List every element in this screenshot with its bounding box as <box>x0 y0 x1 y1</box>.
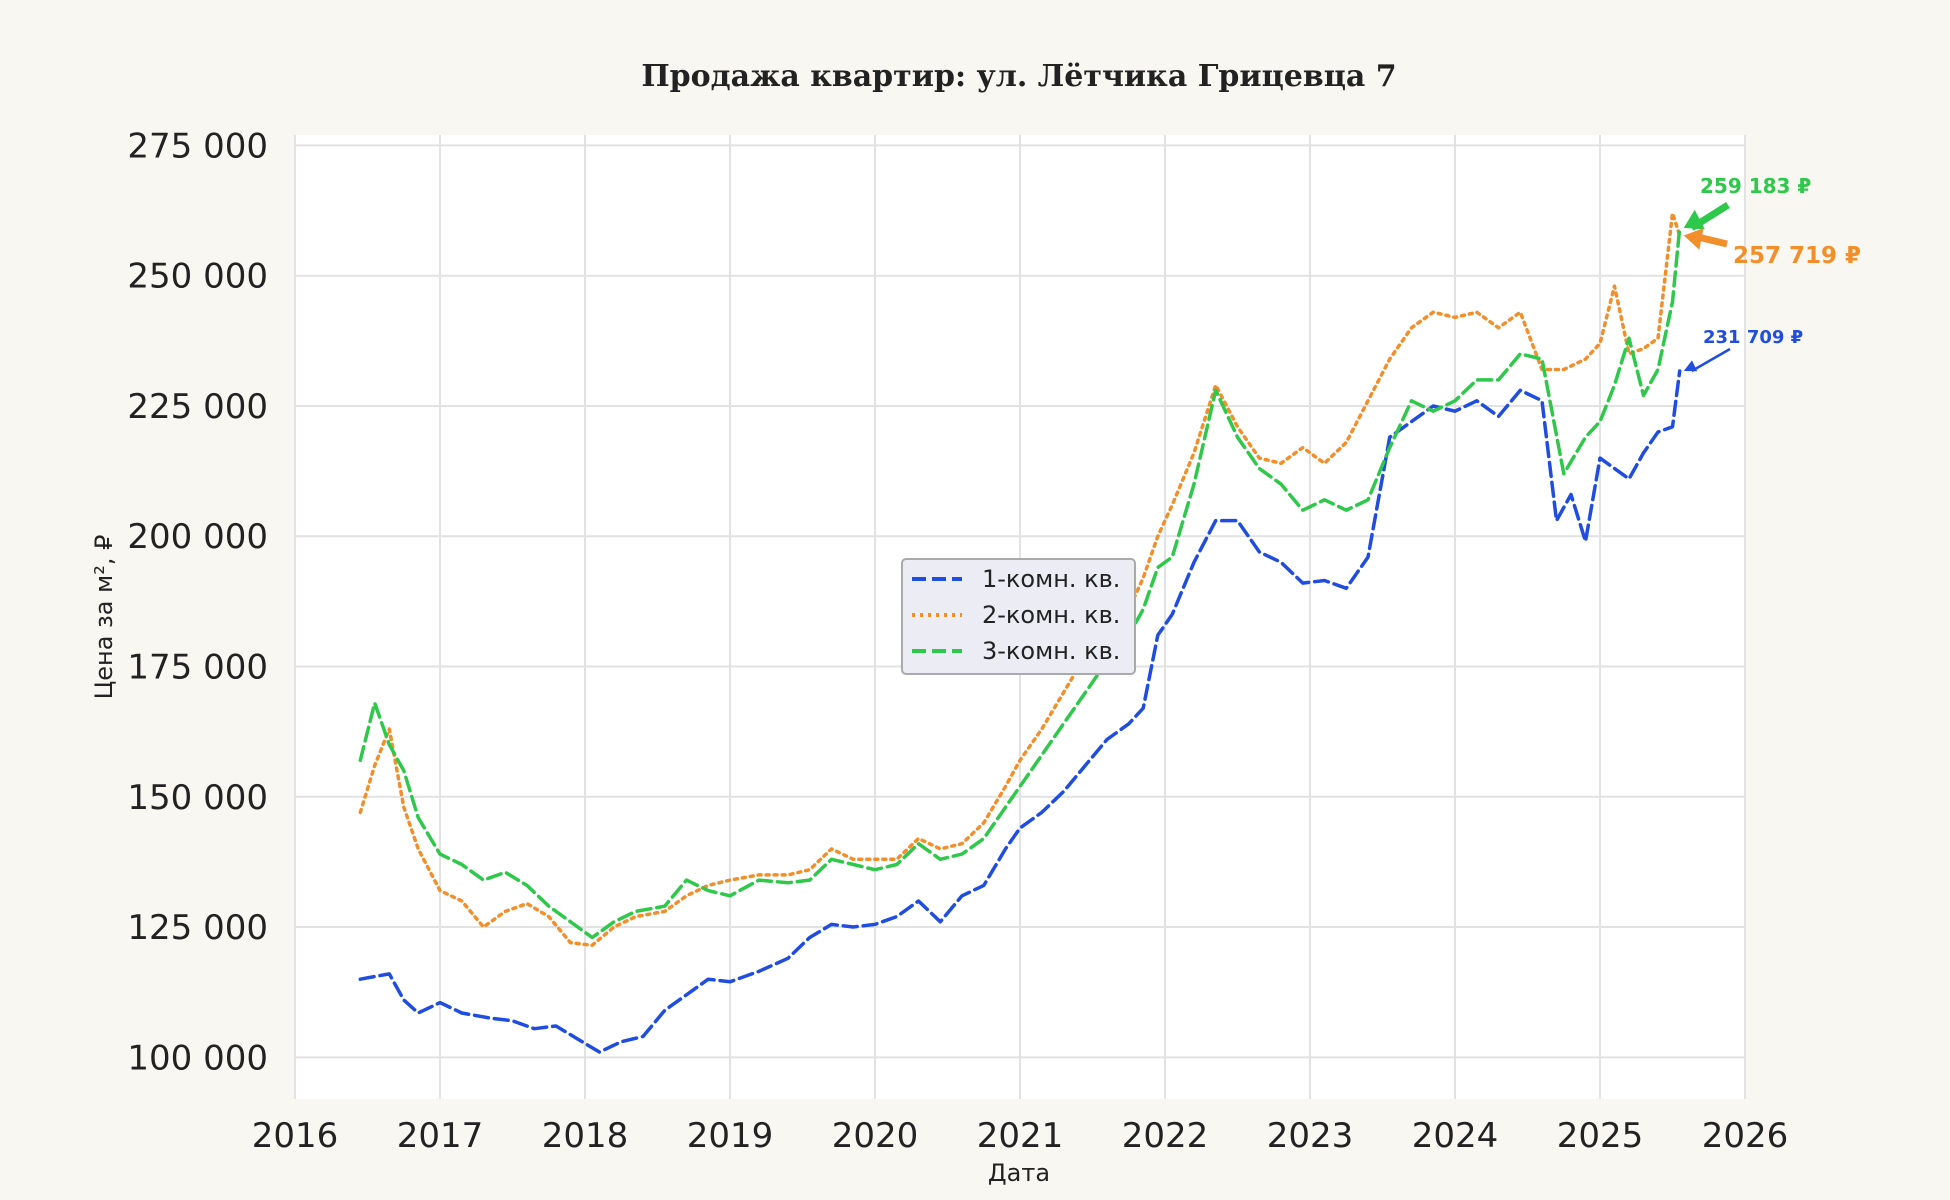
x-tick-label: 2016 <box>252 1116 339 1156</box>
annotation-arrowhead <box>1683 228 1704 250</box>
chart-title: Продажа квартир: ул. Лётчика Грицевца 7 <box>641 59 1396 94</box>
y-tick-label: 100 000 <box>127 1038 268 1078</box>
series-line-2 <box>358 211 1682 948</box>
legend: 1-комн. кв. 2-комн. кв. 3-комн. кв. <box>901 558 1136 675</box>
annotation-label: 257 719 ₽ <box>1733 243 1861 269</box>
y-tick-label: 175 000 <box>127 648 268 688</box>
series-line-1 <box>358 369 1682 1054</box>
x-tick-label: 2018 <box>542 1116 629 1156</box>
x-axis-label: Дата <box>988 1159 1050 1187</box>
x-tick-label: 2022 <box>1122 1116 1209 1156</box>
series-line-3 <box>358 226 1682 940</box>
series-lines <box>358 211 1682 1054</box>
x-tick-label: 2025 <box>1557 1116 1644 1156</box>
y-tick-label: 225 000 <box>127 387 268 427</box>
annotation-arrow <box>1691 347 1731 373</box>
y-tick-label: 250 000 <box>127 257 268 297</box>
tick-labels: 2016 2017 2018 2019 2020 2021 2022 2023 2024 2025… <box>127 126 1788 1156</box>
legend-label: 1-комн. кв. <box>982 565 1120 593</box>
y-tick-label: 275 000 <box>127 126 268 166</box>
value-annotations: 259 183 ₽ 257 719 ₽ 231 709 ₽ <box>1683 174 1861 373</box>
x-tick-label: 2017 <box>397 1116 484 1156</box>
x-tick-label: 2023 <box>1267 1116 1354 1156</box>
annotation-arrowhead <box>1683 360 1698 372</box>
x-tick-label: 2024 <box>1412 1116 1499 1156</box>
y-tick-label: 150 000 <box>127 778 268 818</box>
legend-label: 3-комн. кв. <box>982 637 1120 665</box>
x-tick-label: 2020 <box>832 1116 919 1156</box>
x-tick-label: 2019 <box>687 1116 774 1156</box>
y-tick-label: 200 000 <box>127 517 268 557</box>
legend-label: 2-комн. кв. <box>982 601 1120 629</box>
annotation-label: 231 709 ₽ <box>1703 327 1803 348</box>
legend-box <box>901 558 1136 675</box>
annotation-label: 259 183 ₽ <box>1700 174 1811 198</box>
x-tick-label: 2026 <box>1702 1116 1789 1156</box>
annotation-arrowhead <box>1683 209 1705 230</box>
y-tick-label: 125 000 <box>127 908 268 948</box>
y-axis-label: Цена за м², ₽ <box>90 535 118 700</box>
x-tick-label: 2021 <box>977 1116 1064 1156</box>
